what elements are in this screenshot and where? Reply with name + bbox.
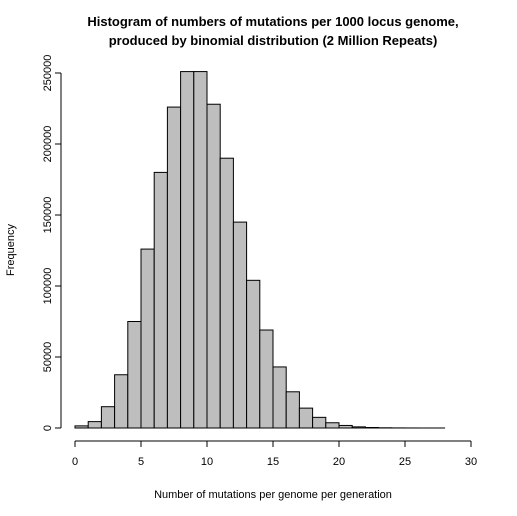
bar-bin-14: [259, 329, 274, 429]
bar-bin-16: [285, 391, 300, 429]
bar-bin-9: [193, 71, 208, 429]
bar-bin-19: [325, 422, 340, 429]
y-tick-label-1: 50000: [42, 342, 54, 373]
y-tick-label-0: 0: [42, 425, 54, 431]
x-tick-label-0: 0: [72, 456, 78, 468]
bar-bin-10: [206, 103, 221, 429]
y-axis: 0 50000 100000 150000 200000 250000: [42, 55, 62, 431]
bar-bin-11: [219, 157, 234, 429]
bar-bin-5: [140, 248, 155, 429]
y-tick-label-2: 100000: [42, 268, 54, 305]
chart-title-line2: produced by binomial distribution (2 Mil…: [109, 33, 438, 48]
bar-bin-18: [312, 416, 327, 429]
bars-group: [74, 71, 446, 429]
bar-bin-20: [338, 424, 353, 429]
bar-bin-8: [180, 71, 195, 429]
bar-bin-17: [298, 407, 314, 429]
y-tick-label-3: 150000: [42, 197, 54, 234]
y-axis-label: Frequency: [5, 224, 17, 276]
bar-bin-15: [272, 366, 287, 429]
x-tick-label-5: 25: [399, 456, 411, 468]
bar-bin-6: [153, 171, 168, 429]
x-tick-label-1: 5: [138, 456, 144, 468]
bar-bin-7: [166, 106, 182, 429]
bar-bin-21: [351, 426, 366, 429]
bar-bin-1: [87, 421, 102, 429]
x-axis: 0 5 10 15 20 25 30: [72, 440, 477, 468]
bar-bin-3: [114, 374, 129, 429]
y-tick-label-5: 250000: [42, 55, 54, 92]
chart-title-line1: Histogram of numbers of mutations per 10…: [87, 14, 458, 29]
bar-bin-22: [364, 427, 380, 429]
x-tick-label-6: 30: [465, 456, 477, 468]
bar-bin-13: [246, 279, 261, 429]
x-axis-label: Number of mutations per genome per gener…: [154, 489, 392, 501]
x-tick-label-3: 15: [267, 456, 279, 468]
bar-bin-2: [100, 406, 116, 429]
bar-bin-0: [74, 425, 89, 429]
x-tick-label-2: 10: [201, 456, 213, 468]
y-tick-label-4: 200000: [42, 126, 54, 163]
bar-bin-12: [232, 221, 248, 429]
x-tick-label-4: 20: [333, 456, 345, 468]
bar-bin-4: [127, 321, 142, 429]
